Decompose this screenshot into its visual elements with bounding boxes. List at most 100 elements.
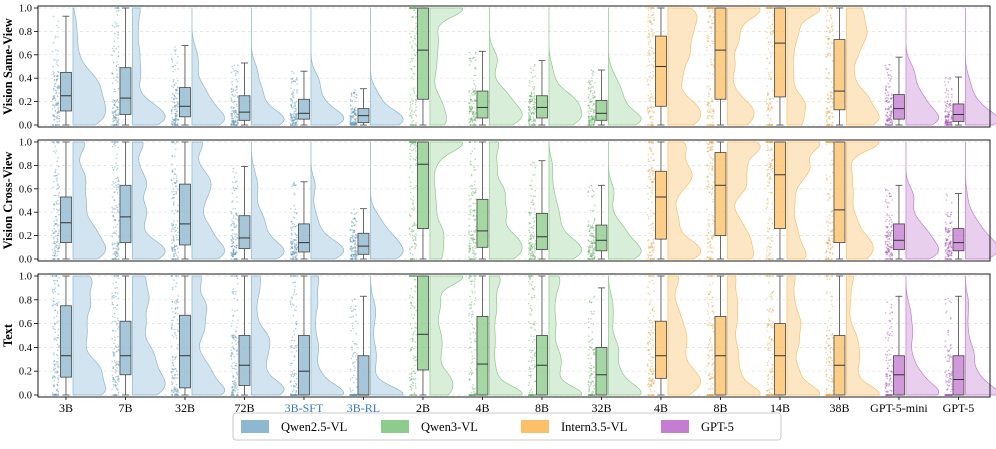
data-point [590,108,592,110]
data-point [471,119,473,121]
data-point [175,117,177,119]
data-point [888,215,890,217]
data-point [171,275,173,277]
data-point [946,223,948,225]
data-point [112,242,114,244]
data-point [294,80,296,82]
data-point [470,243,472,245]
box [239,96,250,121]
data-point [828,72,830,74]
data-point [709,141,711,143]
data-point [172,335,174,337]
data-point [588,224,590,226]
data-point [58,277,60,279]
data-point [171,198,173,200]
data-point [832,30,834,32]
data-point [176,109,178,111]
data-point [710,45,712,47]
data-point [178,302,180,304]
data-point [534,104,536,106]
data-point [410,165,412,167]
data-point [118,51,120,53]
data-point [58,345,60,347]
data-point [57,85,59,87]
data-point [54,247,56,249]
data-point [175,234,177,236]
data-point [594,256,596,258]
data-point [177,220,179,222]
data-point [352,115,354,117]
data-point [115,275,117,277]
data-point [530,246,532,248]
data-point [232,217,234,219]
data-point [172,156,174,158]
data-point [236,252,238,254]
data-point [471,174,473,176]
data-point [474,148,476,150]
data-point [947,111,949,113]
dots [647,141,655,260]
data-point [712,186,714,188]
data-point [832,87,834,89]
data-point [885,92,887,94]
data-point [589,228,591,230]
data-point [352,108,354,110]
data-point [592,254,594,256]
data-point [236,104,238,106]
data-point [112,208,114,210]
data-point [891,114,893,116]
data-point [236,247,238,249]
data-point [768,254,770,256]
y-tick-label: 0.8 [19,295,32,306]
data-point [829,124,831,126]
data-point [292,119,294,121]
data-point [647,106,649,108]
data-point [946,106,948,108]
data-point [58,301,60,303]
data-point [653,101,655,103]
data-point [416,224,418,226]
data-point [649,7,651,9]
violin [311,142,344,259]
data-point [176,62,178,64]
data-point [530,195,532,197]
violin [965,8,996,125]
data-point [831,122,833,124]
data-point [474,184,476,186]
data-point [708,36,710,38]
data-point [890,258,892,260]
data-point [887,72,889,74]
data-point [647,17,649,19]
data-point [52,242,54,244]
data-point [589,99,591,101]
data-point [172,124,174,126]
data-point [178,323,180,325]
data-point [115,163,117,165]
data-point [173,81,175,83]
data-point [768,17,770,19]
data-point [412,114,414,116]
data-point [652,51,654,53]
data-point [532,201,534,203]
data-point [713,23,715,25]
data-point [474,113,476,115]
data-point [58,111,60,113]
data-point [412,88,414,90]
data-point [355,107,357,109]
data-point [592,105,594,107]
data-point [171,345,173,347]
data-point [830,258,832,260]
data-point [706,209,708,211]
data-point [530,247,532,249]
data-point [54,291,56,293]
category-4 [230,275,284,396]
data-point [827,10,829,12]
data-point [177,344,179,346]
data-point [594,82,596,84]
data-point [114,360,116,362]
data-point [531,233,533,235]
data-point [112,233,114,235]
data-point [290,241,292,243]
data-point [890,78,892,80]
data-point [469,90,471,92]
